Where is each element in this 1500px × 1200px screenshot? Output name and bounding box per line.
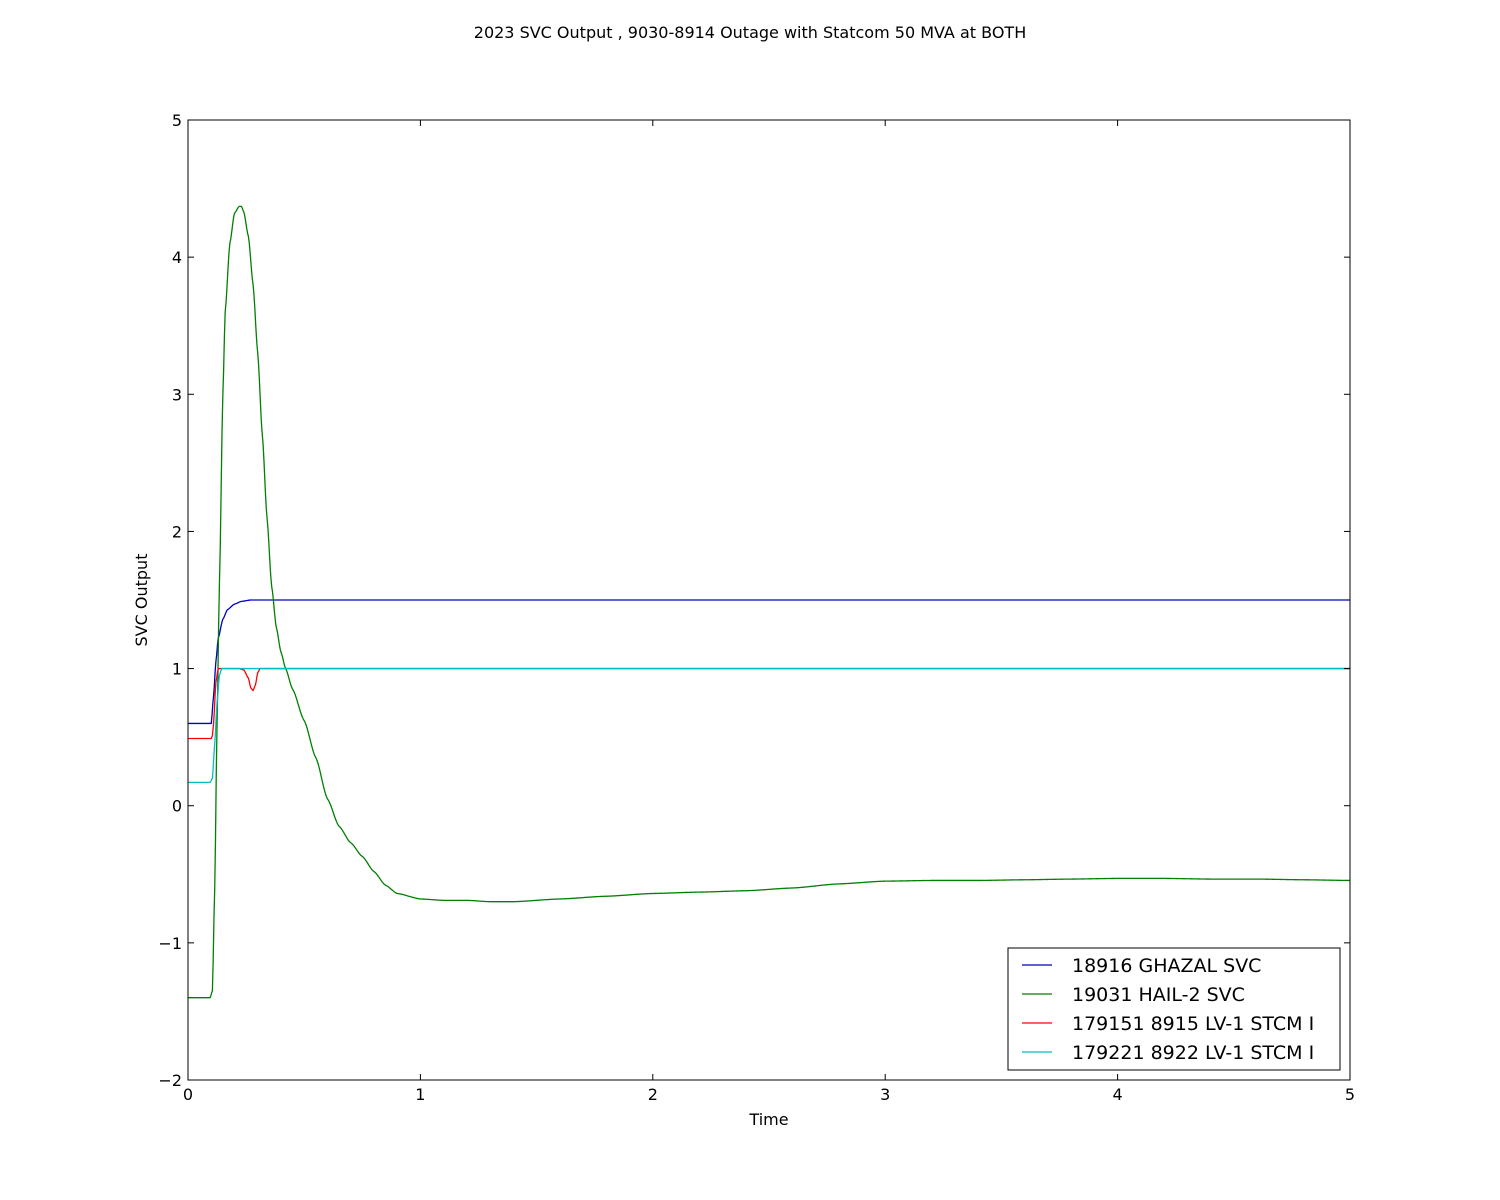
x-tick-label: 1 (415, 1085, 425, 1104)
chart-title: 2023 SVC Output , 9030-8914 Outage with … (474, 23, 1026, 42)
series-layer (188, 205, 1351, 999)
legend: 18916 GHAZAL SVC 19031 HAIL-2 SVC 179151 8… (1007, 947, 1341, 1071)
y-tick-label: 3 (172, 385, 182, 404)
series-line-2 (188, 205, 1351, 999)
y-tick-label: −1 (158, 934, 182, 953)
ticks-layer: 0 1 2 3 4 5 −2 −1 0 1 2 3 4 5 (158, 111, 1355, 1104)
series-line-4 (188, 667, 1350, 784)
x-tick-label: 2 (648, 1085, 658, 1104)
y-tick-label: 2 (172, 522, 182, 541)
legend-box (1007, 947, 1341, 1071)
y-axis-label: SVC Output (132, 554, 151, 647)
x-tick-label: 3 (880, 1085, 890, 1104)
legend-entry: 179221 8922 LV-1 STCM I (1072, 1042, 1314, 1064)
x-tick-label: 0 (183, 1085, 193, 1104)
y-tick-label: 1 (172, 660, 182, 679)
plot-area-frame (187, 119, 1351, 1081)
legend-entry: 18916 GHAZAL SVC (1072, 955, 1261, 977)
legend-entry: 179151 8915 LV-1 STCM I (1072, 1013, 1314, 1035)
x-tick-label: 4 (1113, 1085, 1123, 1104)
series-line-3 (188, 667, 1350, 740)
y-tick-label: 5 (172, 111, 182, 130)
y-tick-label: −2 (158, 1071, 182, 1090)
x-tick-label: 5 (1345, 1085, 1355, 1104)
y-tick-label: 4 (172, 248, 182, 267)
y-tick-label: 0 (172, 797, 182, 816)
series-line-1 (188, 599, 1350, 725)
legend-entry: 19031 HAIL-2 SVC (1072, 984, 1245, 1006)
x-axis-label: Time (748, 1110, 788, 1129)
